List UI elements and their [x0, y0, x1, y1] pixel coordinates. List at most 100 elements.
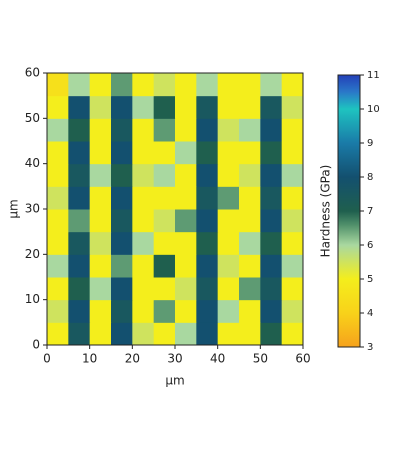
heatmap-cell — [217, 73, 240, 97]
heatmap-cell — [153, 73, 176, 97]
heatmap-cell — [260, 231, 283, 255]
heatmap-cell — [132, 254, 155, 278]
heatmap-cell — [281, 254, 304, 278]
colorbar-tick-label: 10 — [367, 104, 380, 115]
x-tick-label: 40 — [210, 352, 225, 366]
heatmap-cell — [175, 163, 197, 187]
heatmap-cell — [196, 163, 219, 187]
heatmap-cell — [196, 277, 219, 301]
heatmap-cell — [217, 299, 240, 323]
colorbar-tick-label: 3 — [367, 342, 373, 353]
heatmap-cell — [89, 277, 112, 301]
heatmap-cell — [260, 277, 283, 301]
heatmap-cell — [281, 299, 304, 323]
colorbar — [337, 74, 361, 348]
heatmap-cell — [217, 277, 240, 301]
heatmap-cell — [281, 118, 304, 142]
heatmap-cell — [47, 231, 69, 255]
heatmap-cell — [239, 322, 261, 346]
heatmap-cell — [132, 322, 155, 346]
heatmap-cell — [68, 209, 91, 233]
heatmap-cell — [153, 277, 176, 301]
heatmap-cell — [196, 299, 219, 323]
heatmap-cell — [68, 254, 91, 278]
colorbar-tick-label: 6 — [367, 240, 373, 251]
heatmap-cell — [89, 73, 112, 97]
x-tick-label: 50 — [253, 352, 268, 366]
heatmap-cell — [217, 163, 240, 187]
heatmap-cell — [260, 141, 283, 165]
heatmap-cell — [239, 299, 261, 323]
heatmap-cell — [260, 163, 283, 187]
heatmap-cell — [175, 95, 197, 119]
heatmap-cell — [175, 73, 197, 97]
heatmap-cell — [111, 299, 133, 323]
y-tick-label: 20 — [25, 247, 40, 261]
heatmap-cell — [217, 254, 240, 278]
heatmap-cell — [111, 209, 133, 233]
heatmap-cell — [175, 277, 197, 301]
x-tick-label: 10 — [82, 352, 97, 366]
heatmap-cell — [153, 231, 176, 255]
heatmap-cell — [281, 231, 304, 255]
heatmap-cell — [217, 209, 240, 233]
heatmap-cell — [260, 95, 283, 119]
heatmap-cell — [217, 322, 240, 346]
heatmap-cell — [111, 95, 133, 119]
heatmap-cell — [217, 141, 240, 165]
heatmap-cell — [47, 277, 69, 301]
heatmap-cell — [281, 95, 304, 119]
heatmap-cell — [281, 186, 304, 210]
heatmap-cell — [132, 73, 155, 97]
heatmap-cell — [239, 141, 261, 165]
heatmap-cell — [196, 231, 219, 255]
heatmap-cell — [111, 322, 133, 346]
heatmap-cell — [132, 277, 155, 301]
heatmap-cell — [196, 186, 219, 210]
y-tick-label: 10 — [25, 292, 40, 306]
heatmap-cell — [111, 141, 133, 165]
heatmap-cell — [217, 95, 240, 119]
heatmap-cell — [175, 322, 197, 346]
heatmap-cell — [89, 118, 112, 142]
heatmap-cell — [47, 163, 69, 187]
heatmap-cell — [89, 141, 112, 165]
heatmap-cell — [111, 73, 133, 97]
heatmap-cell — [260, 209, 283, 233]
heatmap-cell — [153, 118, 176, 142]
heatmap-cell — [153, 186, 176, 210]
heatmap-cell — [260, 73, 283, 97]
heatmap-cell — [132, 163, 155, 187]
heatmap-cell — [239, 254, 261, 278]
colorbar-tick-label: 7 — [367, 206, 373, 217]
y-tick-label: 40 — [25, 156, 40, 170]
heatmap-cell — [217, 118, 240, 142]
heatmap-cell — [132, 141, 155, 165]
heatmap-cell — [175, 299, 197, 323]
heatmap-cell — [68, 231, 91, 255]
heatmap-cell — [260, 186, 283, 210]
heatmap-cell — [47, 254, 69, 278]
heatmap-cell — [175, 254, 197, 278]
heatmap-cell — [111, 186, 133, 210]
heatmap-cell — [68, 299, 91, 323]
heatmap-cell — [111, 163, 133, 187]
heatmap-cell — [281, 141, 304, 165]
heatmap-cell — [260, 299, 283, 323]
heatmap-cell — [89, 299, 112, 323]
heatmap-cell — [153, 322, 176, 346]
colorbar-tick-label: 4 — [367, 308, 373, 319]
heatmap-cell — [68, 186, 91, 210]
y-tick-label: 0 — [32, 338, 40, 352]
heatmap-cell — [239, 95, 261, 119]
colorbar-tick-label: 11 — [367, 70, 380, 81]
heatmap-cell — [132, 209, 155, 233]
heatmap-cell — [196, 141, 219, 165]
heatmap-cell — [239, 118, 261, 142]
heatmap-cell — [47, 209, 69, 233]
heatmap-cell — [68, 73, 91, 97]
heatmap-cell — [239, 186, 261, 210]
x-axis-label: µm — [165, 374, 184, 388]
heatmap-cell — [196, 118, 219, 142]
